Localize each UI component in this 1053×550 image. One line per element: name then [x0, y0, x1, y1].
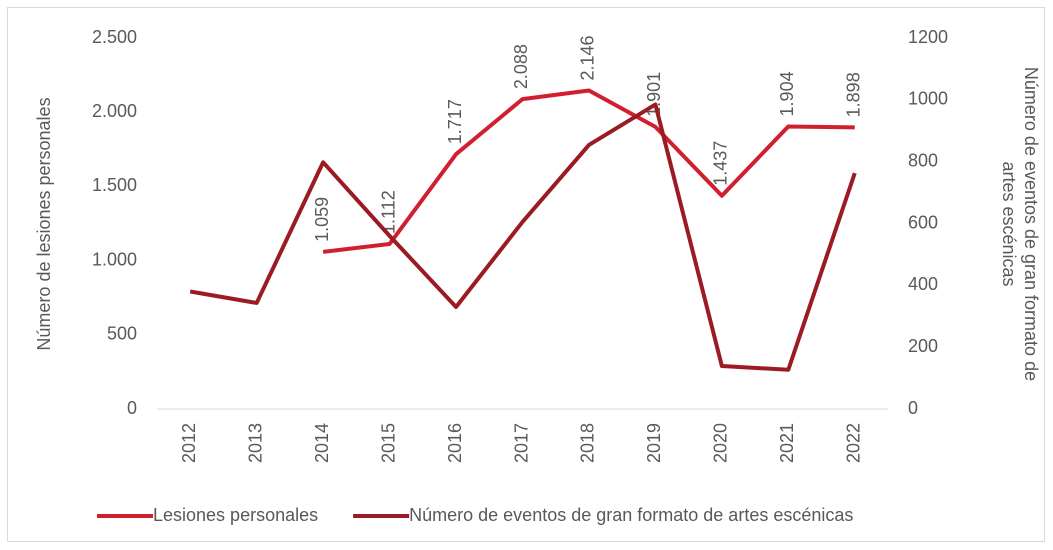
y-tick-label: 500 [107, 324, 137, 344]
y2-tick-label: 200 [908, 336, 938, 356]
y-tick-label: 0 [127, 398, 137, 418]
y2-tick-label: 600 [908, 212, 938, 232]
data-label: 1.717 [445, 99, 465, 144]
y2-tick-label: 800 [908, 150, 938, 170]
data-label: 1.112 [378, 190, 398, 234]
series-line [189, 102, 857, 372]
y2-tick-label: 400 [908, 274, 938, 294]
y2-tick-label: 1200 [908, 27, 948, 47]
y-tick-label: 2.500 [92, 27, 137, 47]
legend-label: Número de eventos de gran formato de art… [409, 505, 853, 525]
data-label: 2.146 [578, 35, 598, 80]
y-tick-label: 1.000 [92, 249, 137, 269]
chart-border [7, 7, 1045, 542]
data-label: 1.898 [844, 72, 864, 117]
y2-axis-label: Número de eventos de gran formato de art… [999, 66, 1041, 382]
x-tick-label: 2018 [578, 423, 598, 463]
y-axis-label: Número de lesiones personales [34, 97, 54, 350]
data-label: 2.088 [511, 44, 531, 89]
data-label: 1.059 [312, 197, 332, 242]
x-tick-label: 2013 [245, 423, 265, 463]
y2-tick-label: 0 [908, 398, 918, 418]
x-tick-label: 2020 [711, 423, 731, 463]
series-line [322, 88, 855, 254]
x-tick-label: 2016 [445, 423, 465, 463]
y-tick-label: 2.000 [92, 101, 137, 121]
x-tick-label: 2015 [378, 423, 398, 463]
x-tick-label: 2014 [312, 423, 332, 463]
x-tick-label: 2021 [777, 423, 797, 463]
data-label: 1.904 [777, 71, 797, 116]
data-label: 1.437 [711, 141, 731, 186]
x-tick-label: 2019 [644, 423, 664, 463]
y2-tick-label: 1000 [908, 89, 948, 109]
x-tick-label: 2012 [179, 423, 199, 463]
data-label: 1.901 [644, 72, 664, 117]
x-tick-label: 2022 [844, 423, 864, 463]
x-tick-label: 2017 [511, 423, 531, 463]
y-tick-label: 1.500 [92, 175, 137, 195]
legend-label: Lesiones personales [153, 505, 318, 525]
